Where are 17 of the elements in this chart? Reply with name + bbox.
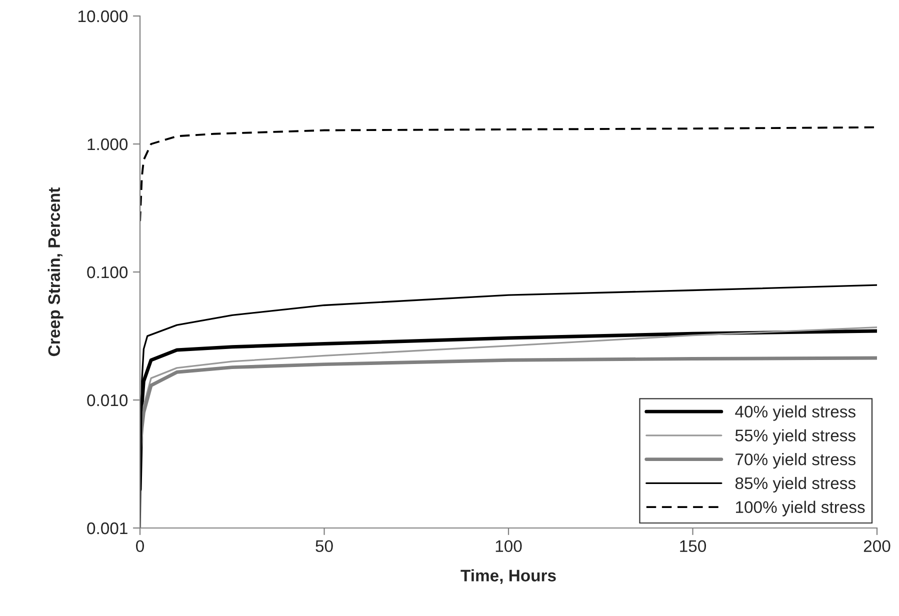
legend-label: 70% yield stress xyxy=(736,453,856,469)
x-tick-label: 200 xyxy=(864,540,890,552)
legend-label: 40% yield stress xyxy=(735,405,856,421)
y-axis-title: Creep Strain, Percent xyxy=(48,187,64,356)
x-tick-label: 0 xyxy=(136,540,144,552)
legend-label: 100% yield stress xyxy=(736,500,865,516)
y-tick-label: 0.010 xyxy=(87,394,128,406)
x-tick-label: 100 xyxy=(496,540,522,552)
y-tick-label: 10.000 xyxy=(78,10,128,22)
x-tick-label: 50 xyxy=(316,540,333,552)
x-tick-label: 150 xyxy=(680,540,706,552)
legend-label: 55% yield stress xyxy=(735,429,856,445)
y-tick-label: 1.000 xyxy=(88,138,128,150)
y-tick-label: 0.100 xyxy=(87,266,128,278)
x-axis-title: Time, Hours xyxy=(460,569,556,584)
legend-label: 85% yield stress xyxy=(735,476,856,492)
y-tick-label: 0.001 xyxy=(87,522,128,534)
